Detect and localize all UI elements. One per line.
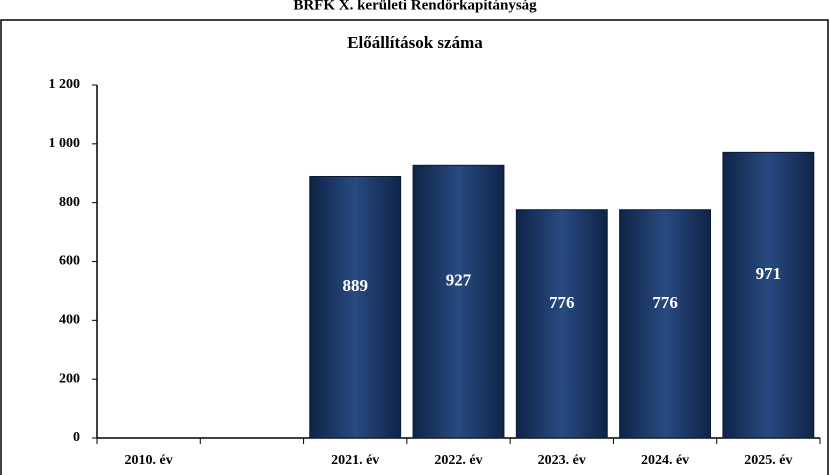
bar (722, 151, 815, 439)
y-tick-label: 0 (73, 430, 80, 445)
bar (619, 209, 712, 439)
bar (412, 164, 505, 439)
x-tick-label: 2025. év (744, 453, 792, 468)
y-tick-label: 200 (59, 371, 80, 386)
x-tick-label: 2010. év (125, 453, 173, 468)
x-tick-label: 2024. év (641, 453, 689, 468)
y-tick-label: 1 200 (49, 77, 81, 92)
y-tick-label: 400 (59, 313, 80, 328)
chart-title: Előállítások száma (347, 33, 483, 52)
value-label: 776 (652, 293, 678, 312)
value-label: 971 (756, 264, 782, 283)
value-label: 889 (342, 276, 368, 295)
y-tick-label: 1 000 (49, 136, 81, 151)
y-tick-label: 800 (59, 195, 80, 210)
value-label: 927 (446, 271, 472, 290)
value-label: 776 (549, 293, 575, 312)
x-tick-label: 2021. év (331, 453, 379, 468)
page-title: BRFK X. kerületi Rendőrkapitányság (293, 0, 537, 13)
y-tick-label: 600 (59, 254, 80, 269)
x-tick-label: 2023. év (538, 453, 586, 468)
x-tick-label: 2022. év (434, 453, 482, 468)
bar (309, 175, 402, 439)
bar (515, 209, 608, 439)
